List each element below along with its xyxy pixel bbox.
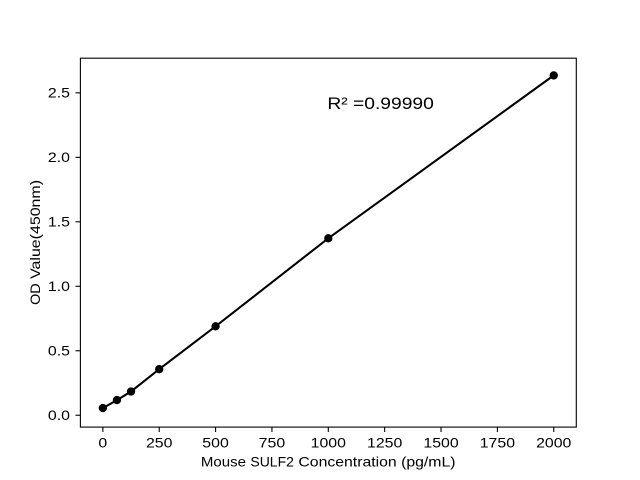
svg-text:1000: 1000: [311, 435, 347, 451]
svg-text:1250: 1250: [367, 435, 403, 451]
svg-text:2.5: 2.5: [48, 84, 70, 100]
svg-text:0.0: 0.0: [48, 407, 70, 423]
svg-text:0.5: 0.5: [48, 342, 70, 358]
svg-text:2.0: 2.0: [48, 149, 70, 165]
svg-text:R² =0.99990: R² =0.99990: [327, 94, 433, 113]
svg-text:750: 750: [259, 435, 286, 451]
svg-text:2000: 2000: [536, 435, 572, 451]
svg-text:250: 250: [146, 435, 173, 451]
svg-text:1750: 1750: [480, 435, 516, 451]
svg-text:ODValue(450nm): ODValue(450nm): [27, 180, 43, 305]
svg-text:1500: 1500: [423, 435, 459, 451]
svg-text:500: 500: [202, 435, 229, 451]
svg-text:1.5: 1.5: [48, 213, 70, 229]
svg-text:0: 0: [98, 435, 107, 451]
svg-text:1.0: 1.0: [48, 278, 70, 294]
